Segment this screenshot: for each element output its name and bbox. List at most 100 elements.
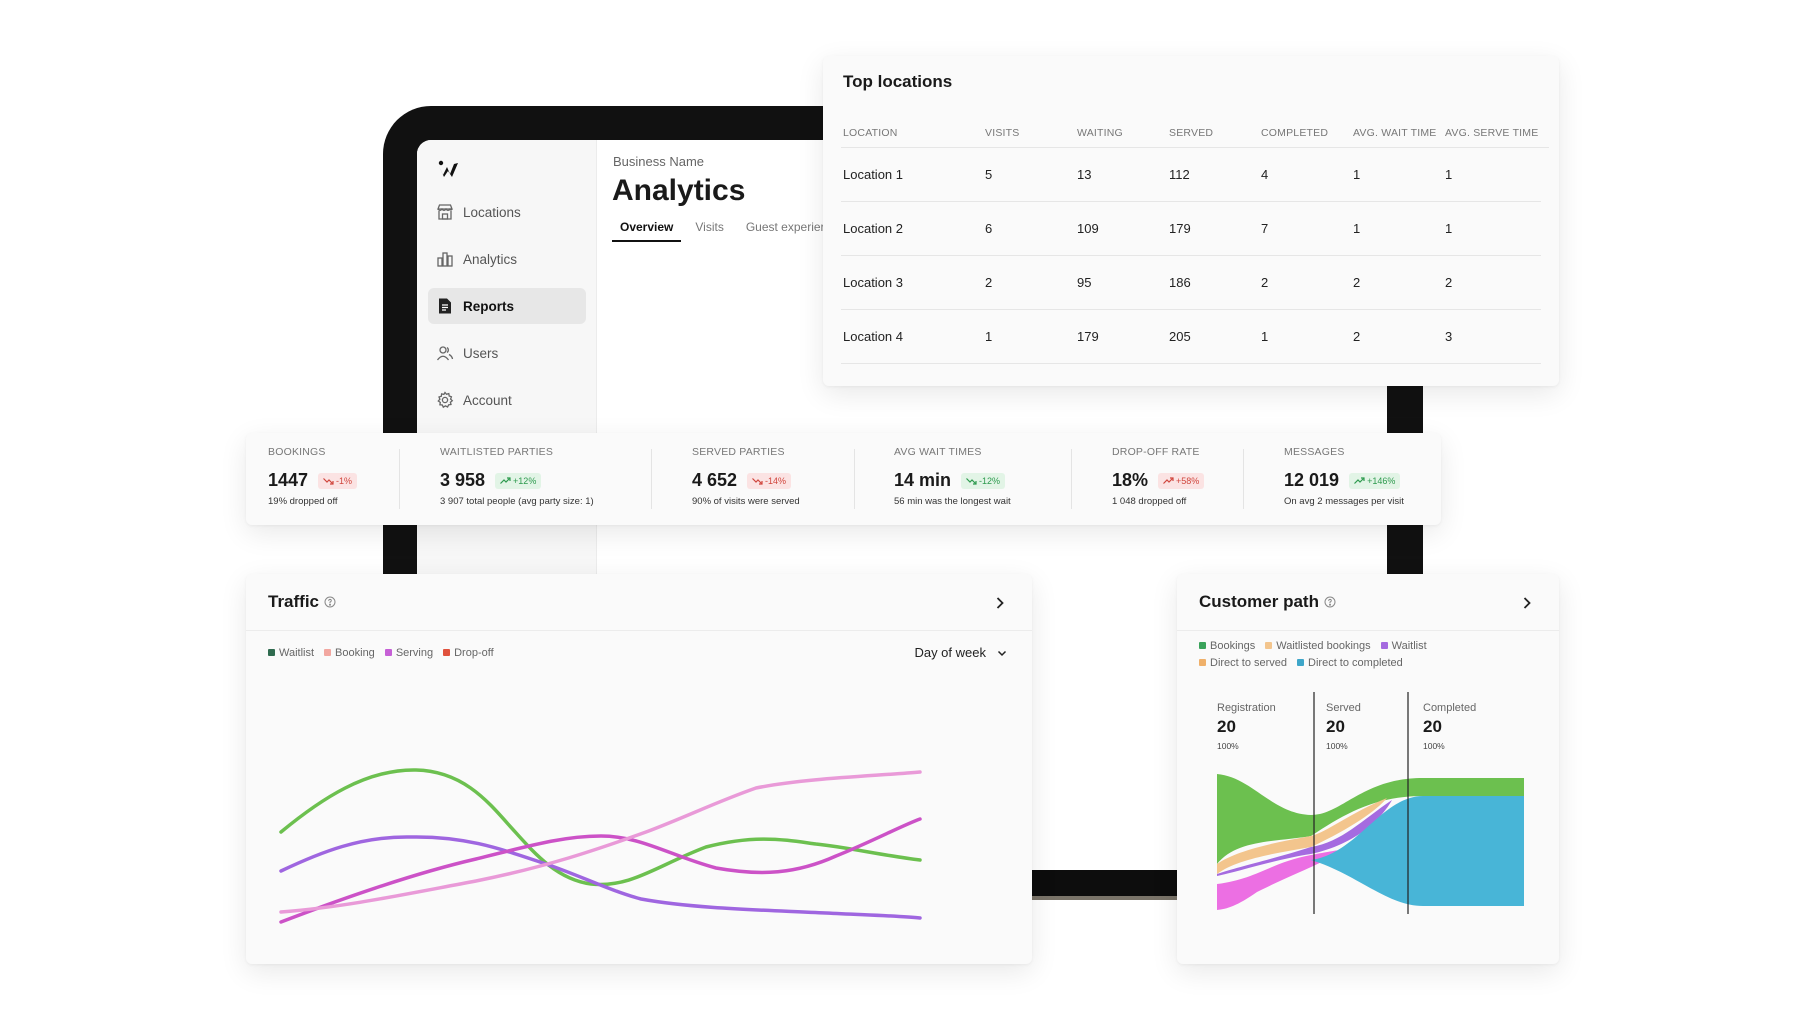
legend-label: Waitlist <box>1391 639 1427 652</box>
table-cell: 3 <box>1445 329 1453 344</box>
table-row[interactable]: Location 1 5 13 112 4 1 1 <box>841 148 1541 202</box>
column-header[interactable]: SERVED <box>1169 126 1214 139</box>
stat-messages[interactable]: MESSAGES 12 019 +146% On avg 2 messages … <box>1284 433 1404 525</box>
legend-label: Waitlisted bookings <box>1276 639 1371 652</box>
column-header[interactable]: VISITS <box>985 126 1020 139</box>
legend-item[interactable]: Direct to served <box>1199 654 1287 671</box>
trend-down-icon <box>752 477 763 485</box>
table-row[interactable]: Location 3 2 95 186 2 2 2 <box>841 256 1541 310</box>
stat-label: BOOKINGS <box>268 446 326 458</box>
stat-note: On avg 2 messages per visit <box>1284 496 1404 507</box>
help-circle-icon[interactable] <box>1324 596 1336 608</box>
trend-up-icon <box>500 476 511 484</box>
tab-guest-experience[interactable]: Guest experier <box>745 220 825 234</box>
change-badge: -12% <box>961 472 1006 489</box>
chart-legend: Bookings Waitlisted bookings Waitlist Di… <box>1199 637 1519 671</box>
stage-label: Registration <box>1217 702 1276 714</box>
legend-item[interactable]: Waitlisted bookings <box>1265 637 1371 654</box>
legend-label: Booking <box>335 646 375 659</box>
table-row[interactable]: Location 2 6 109 179 7 1 1 <box>841 202 1541 256</box>
legend-item[interactable]: Drop-off <box>443 644 494 661</box>
change-value: -1% <box>336 475 353 486</box>
legend-item[interactable]: Serving <box>384 644 433 661</box>
table-cell: 2 <box>1353 275 1361 290</box>
stage-value: 20 <box>1326 717 1345 736</box>
sidebar-item-account[interactable]: Account <box>428 382 586 418</box>
legend-label: Drop-off <box>454 646 494 659</box>
stat-drop-off-rate[interactable]: DROP-OFF RATE 18% +58% 1 048 dropped off <box>1112 433 1205 525</box>
w-logo-icon[interactable] <box>437 160 459 178</box>
column-header[interactable]: AVG. SERVE TIME <box>1445 126 1539 139</box>
card-title: Top locations <box>843 72 953 91</box>
stat-avg-wait-times[interactable]: AVG WAIT TIMES 14 min -12% 56 min was th… <box>894 433 1011 525</box>
chevron-right-icon[interactable] <box>992 595 1008 611</box>
legend-item[interactable]: Booking <box>324 644 375 661</box>
stage-value: 20 <box>1217 717 1236 736</box>
trend-up-icon <box>1163 476 1174 484</box>
chevron-down-icon <box>997 650 1007 656</box>
customer-path-title: Customer path <box>1199 592 1319 611</box>
flow-bookings <box>1217 774 1524 864</box>
stat-note: 56 min was the longest wait <box>894 496 1011 507</box>
stat-value: 18% <box>1112 470 1149 490</box>
traffic-title: Traffic <box>268 592 320 611</box>
table-cell: Location 4 <box>843 329 903 344</box>
day-of-week-dropdown[interactable]: Day of week <box>914 645 1008 660</box>
column-header[interactable]: COMPLETED <box>1261 126 1329 139</box>
chevron-right-icon[interactable] <box>1519 595 1535 611</box>
legend-label: Bookings <box>1210 639 1256 652</box>
divider <box>399 449 400 509</box>
legend-item[interactable]: Direct to completed <box>1297 654 1403 671</box>
legend-label: Direct to completed <box>1308 656 1403 669</box>
table-cell: 13 <box>1077 167 1092 182</box>
column-header[interactable]: AVG. WAIT TIME <box>1353 126 1437 139</box>
sidebar-item-locations[interactable]: Locations <box>428 194 586 230</box>
stat-served-parties[interactable]: SERVED PARTIES 4 652 -14% 90% of visits … <box>692 433 800 525</box>
table-cell: 109 <box>1077 221 1099 236</box>
legend-swatch <box>268 649 275 656</box>
legend-item[interactable]: Waitlist <box>1380 637 1427 654</box>
table-row[interactable]: Location 4 1 179 205 1 2 3 <box>841 310 1541 364</box>
store-icon <box>436 203 454 221</box>
stage-completed: Completed 20 100% <box>1423 702 1476 751</box>
dropdown-label: Day of week <box>914 645 986 660</box>
table-cell: 1 <box>1445 221 1453 236</box>
change-value: -14% <box>765 475 787 486</box>
stat-waitlisted-parties[interactable]: WAITLISTED PARTIES 3 958 +12% 3 907 tota… <box>440 433 594 525</box>
table-cell: 5 <box>985 167 993 182</box>
series-line <box>279 768 922 887</box>
table-cell: 179 <box>1077 329 1099 344</box>
stat-note: 90% of visits were served <box>692 496 800 507</box>
column-header[interactable]: WAITING <box>1077 126 1123 139</box>
stage-value: 20 <box>1423 717 1442 736</box>
tab-overview[interactable]: Overview <box>612 218 682 242</box>
change-badge: +146% <box>1349 472 1401 489</box>
sidebar-item-label: Reports <box>463 298 515 314</box>
legend-swatch <box>1380 642 1388 649</box>
series-line <box>279 770 922 914</box>
tab-visits[interactable]: Visits <box>695 220 724 234</box>
table-cell: 4 <box>1261 167 1269 182</box>
stat-note: 3 907 total people (avg party size: 1) <box>440 496 594 507</box>
help-circle-icon[interactable] <box>324 596 336 608</box>
table-cell: 7 <box>1261 221 1269 236</box>
sidebar-item-analytics[interactable]: Analytics <box>428 241 586 277</box>
legend-swatch <box>384 649 392 656</box>
legend-swatch <box>1297 659 1305 666</box>
legend-item[interactable]: Waitlist <box>268 644 314 661</box>
table-cell: Location 2 <box>843 221 903 236</box>
divider <box>246 630 1032 631</box>
traffic-card: Traffic Waitlist Booking Serving Drop-of… <box>246 574 1032 964</box>
table-cell: 2 <box>1353 329 1361 344</box>
table-cell: 186 <box>1169 275 1191 290</box>
stats-strip: BOOKINGS 1447 -1% 19% dropped off WAITLI… <box>246 433 1441 525</box>
sidebar-item-users[interactable]: Users <box>428 335 586 371</box>
legend-item[interactable]: Bookings <box>1199 637 1255 654</box>
series-line <box>279 817 922 924</box>
legend-swatch <box>324 649 332 656</box>
stat-bookings[interactable]: BOOKINGS 1447 -1% 19% dropped off <box>268 433 358 525</box>
legend-swatch <box>1199 642 1206 649</box>
column-header[interactable]: LOCATION <box>843 126 898 139</box>
table-cell: 1 <box>985 329 993 344</box>
sidebar-item-reports[interactable]: Reports <box>428 288 586 324</box>
